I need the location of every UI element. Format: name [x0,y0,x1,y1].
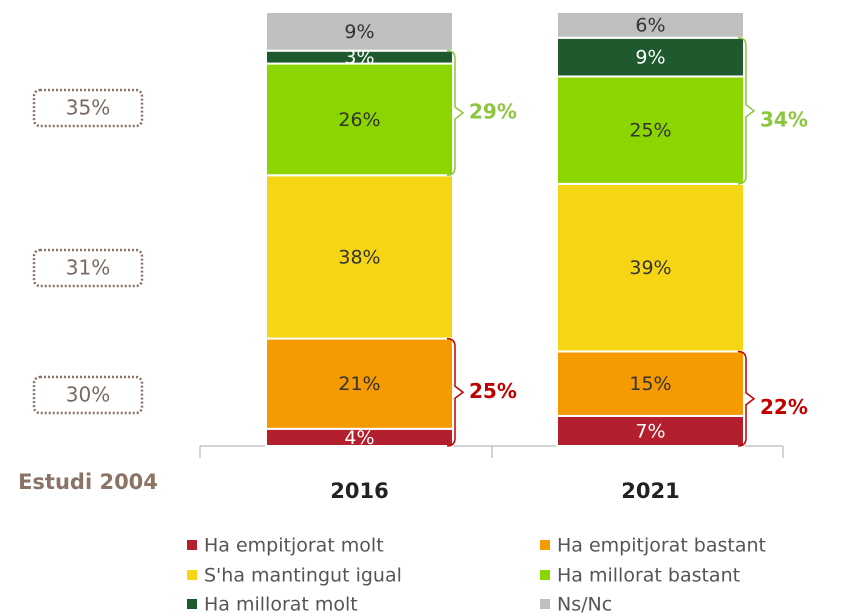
data-label: 4% [344,427,374,449]
bar-segment [556,11,745,39]
data-label: 7% [635,420,665,442]
bracket-label: 29% [469,99,517,123]
bar-segment [265,337,454,430]
bracket-label: 22% [760,395,808,419]
reference-box [32,248,144,288]
bar-segment [556,182,745,353]
data-label: 9% [635,47,665,69]
bracket-label: 25% [469,379,517,403]
legend-swatch [187,570,197,580]
data-label: 39% [629,257,671,279]
legend-swatch [540,599,550,609]
x-tick-label: 2021 [621,479,679,503]
legend-swatch [187,599,197,609]
reference-box [32,88,144,128]
data-label: 6% [635,14,665,36]
reference-value: 30% [66,383,110,407]
data-label: 25% [629,120,671,142]
data-label: 38% [338,246,380,268]
bar-segment [265,62,454,177]
x-tick-label: 2016 [330,479,388,503]
data-label: 3% [344,47,374,69]
legend-label: Ha empitjorat bastant [557,535,766,557]
bracket [446,49,465,177]
bar-segment [556,350,745,417]
legend-swatch [540,570,550,580]
data-label: 9% [344,21,374,43]
data-label: 15% [629,373,671,395]
legend-label: Ns/Nc [557,594,612,616]
bar-segment [265,174,454,340]
legend-swatch [187,540,197,550]
data-label: 26% [338,109,380,131]
reference-title: Estudi 2004 [18,470,158,494]
bar-segment [265,11,454,52]
reference-value: 31% [66,256,110,280]
data-label: 21% [338,373,380,395]
reference-box [32,375,144,415]
bar-segment [556,36,745,78]
bracket-label: 34% [760,107,808,131]
bar-segment [556,414,745,448]
bracket [737,37,756,185]
legend-label: S'ha mantingut igual [204,565,402,587]
reference-value: 35% [66,96,110,120]
legend-label: Ha empitjorat molt [204,535,384,557]
legend-swatch [540,540,550,550]
bracket [737,350,756,447]
bracket [446,337,465,447]
legend-label: Ha millorat bastant [557,565,740,587]
legend-label: Ha millorat molt [204,594,358,616]
